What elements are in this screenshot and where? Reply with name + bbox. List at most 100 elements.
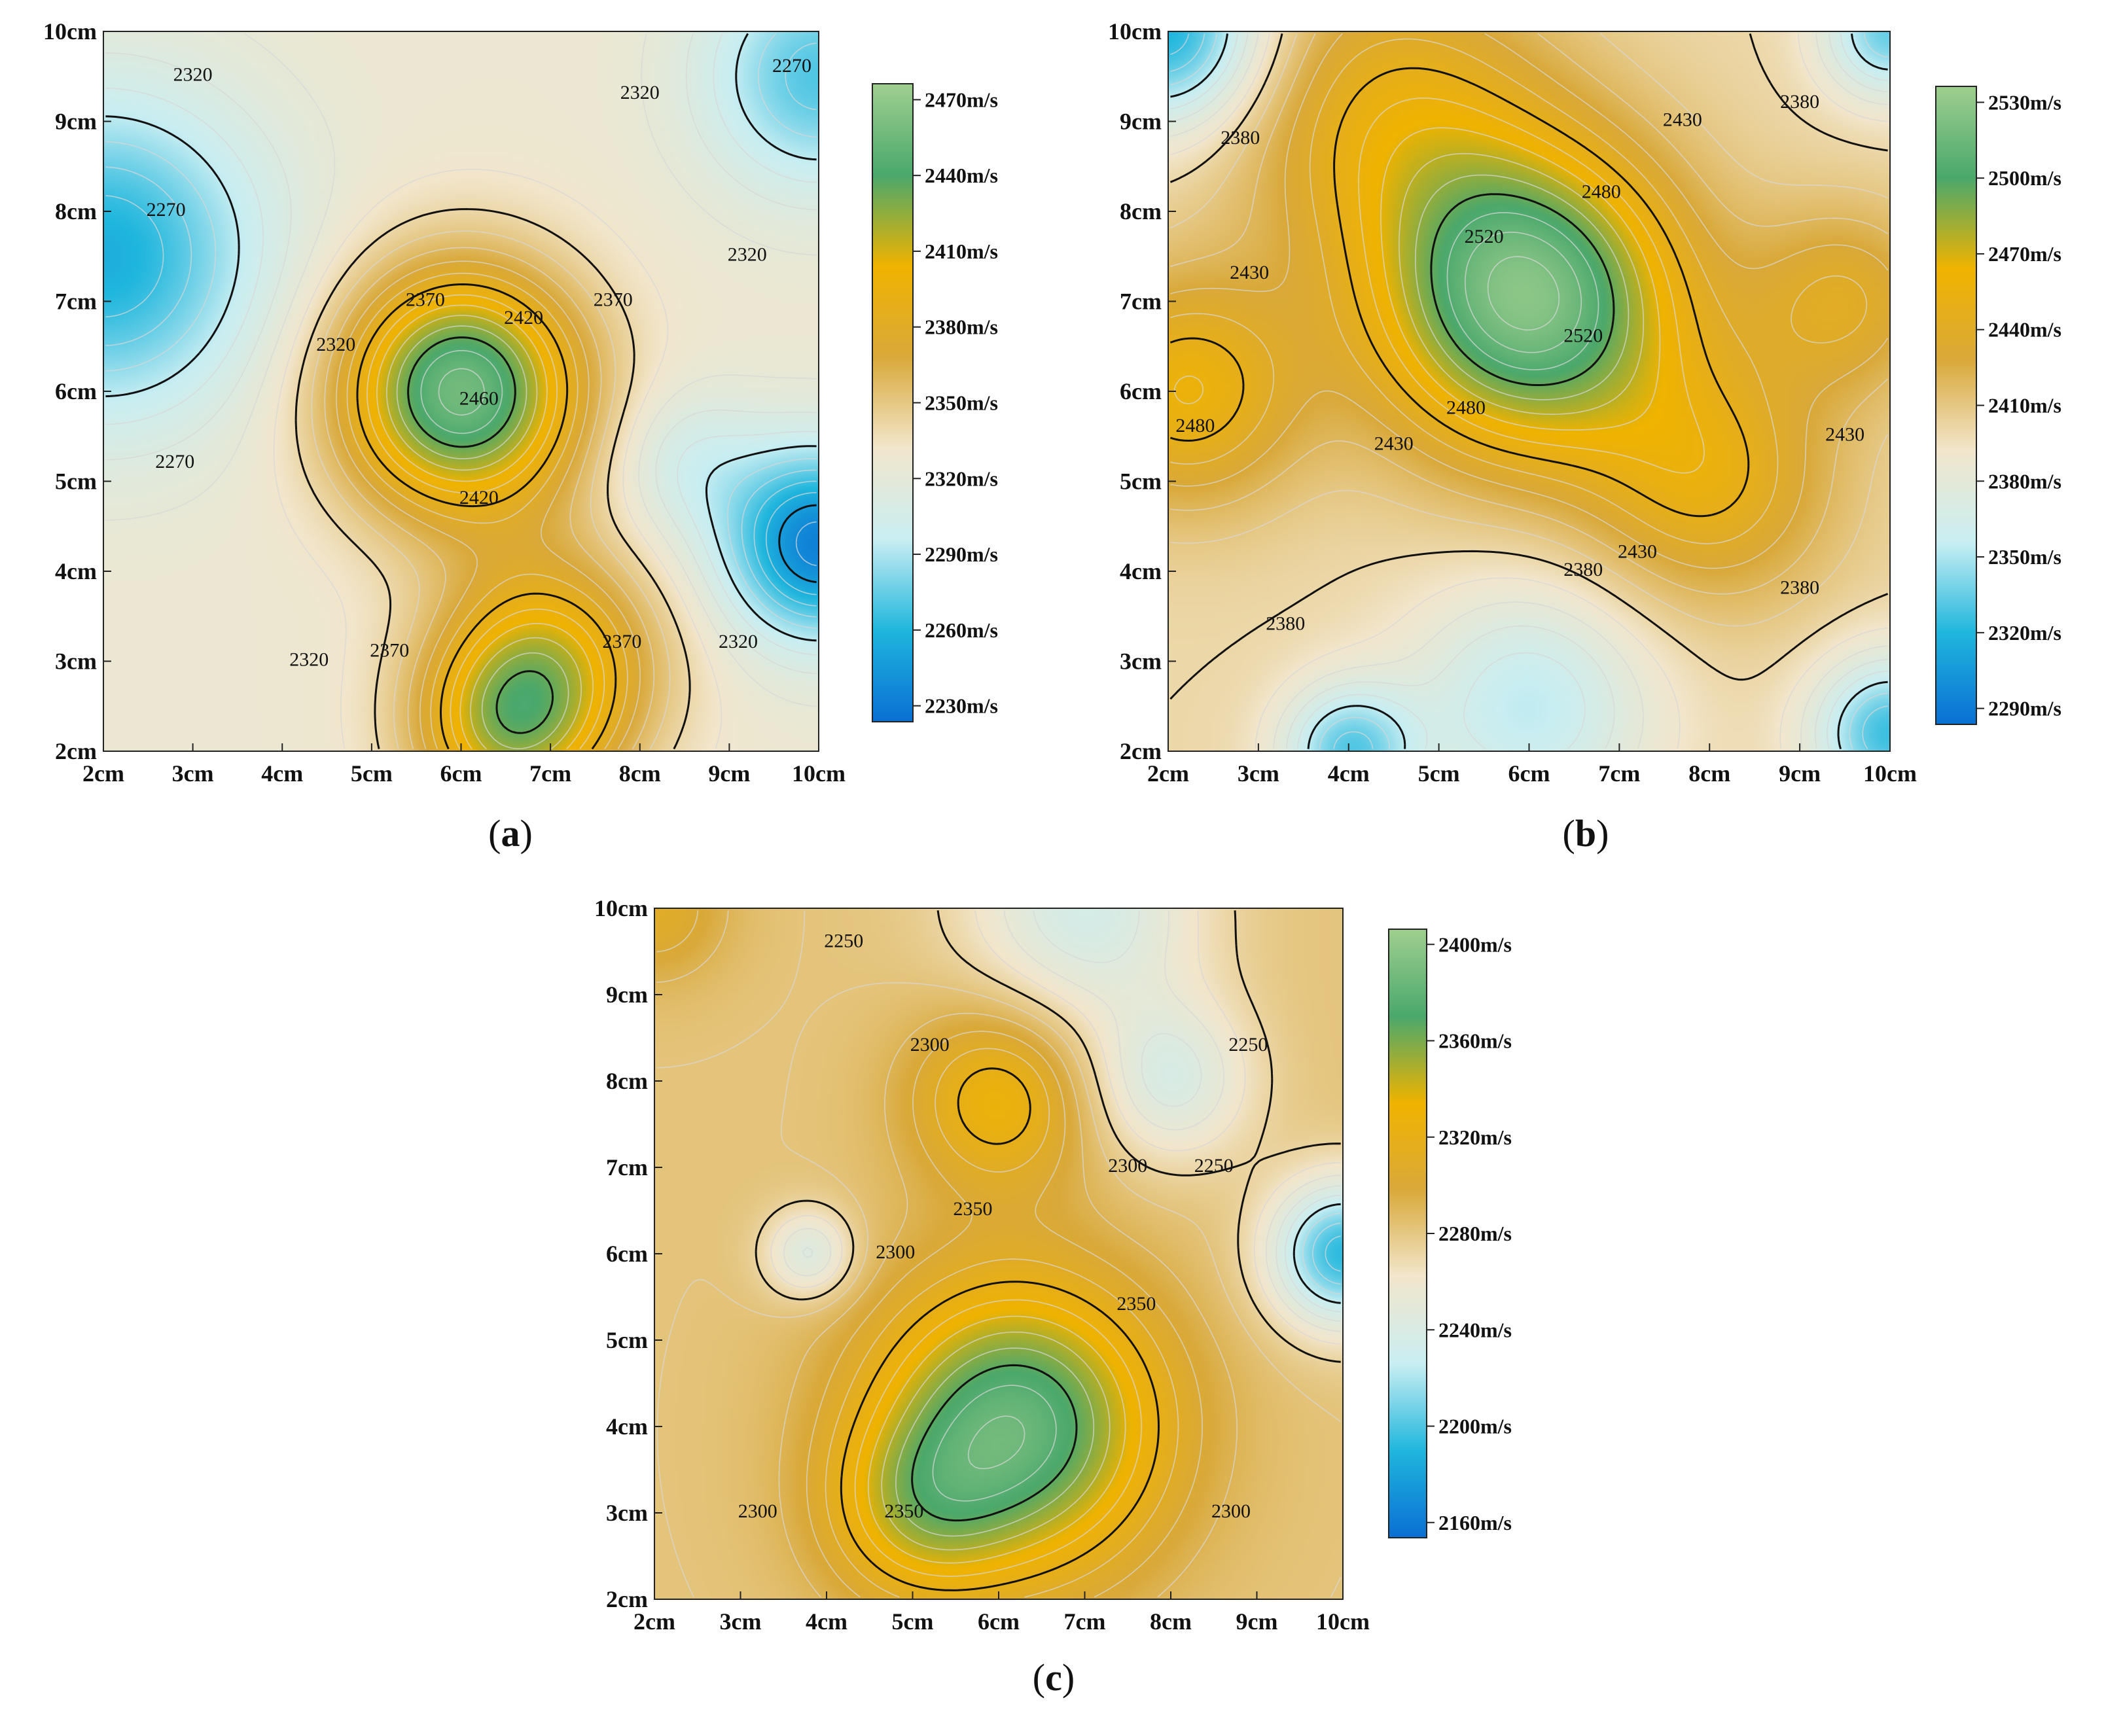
x-tick-label: 5cm: [351, 760, 393, 787]
x-tick-label: 5cm: [892, 1608, 934, 1635]
contour-label: 2430: [1825, 424, 1864, 446]
panel-b: 2380 2430 2480 2430 2380 2480 2520 2520 2480 2430…: [1108, 18, 2061, 855]
y-tick-label: 5cm: [55, 469, 97, 495]
y-tick-label: 2cm: [606, 1586, 648, 1612]
minor-contour: [825, 1048, 1179, 1598]
contour-label: 2370: [406, 289, 445, 310]
contour-label: 2380: [1780, 91, 1819, 113]
colorbar-tick-label: 2380m/s: [1988, 469, 2061, 493]
minor-contour: [324, 247, 655, 749]
x-tick-label: 8cm: [619, 760, 661, 787]
x-tick-label: 6cm: [1508, 760, 1550, 787]
minor-contour: [311, 230, 671, 749]
colorbar-tick-label: 2290m/s: [1988, 697, 2061, 720]
minor-contour: [1170, 38, 1868, 544]
y-tick-label: 10cm: [1108, 18, 1162, 44]
major-contour: [755, 910, 1341, 1363]
heatmap-field: [103, 31, 819, 751]
colorbar-tick-label: 2410m/s: [1988, 394, 2061, 417]
x-tick-label: 4cm: [806, 1608, 847, 1635]
y-tick-label: 5cm: [1120, 469, 1162, 495]
minor-contour: [366, 294, 605, 750]
minor-contour: [881, 1331, 1111, 1551]
minor-contour: [1446, 212, 1599, 370]
y-tick-label: 8cm: [606, 1068, 648, 1094]
x-tick-label: 10cm: [1316, 1608, 1370, 1635]
y-tick-label: 10cm: [43, 18, 97, 44]
y-tick-label: 5cm: [606, 1327, 648, 1353]
y-tick-label: 7cm: [1120, 289, 1162, 315]
colorbar: [1935, 86, 1977, 725]
minor-contour: [105, 33, 817, 707]
x-tick-label: 8cm: [1688, 760, 1730, 787]
minor-contour: [386, 315, 582, 750]
y-tick-label: 4cm: [1120, 558, 1162, 584]
contour-label: 2300: [876, 1241, 915, 1263]
contour-label: 2270: [772, 55, 811, 77]
y-tick-label: 2cm: [55, 738, 97, 764]
colorbar-tick-label: 2350m/s: [925, 391, 998, 415]
colorbar-tick-label: 2320m/s: [1988, 621, 2061, 645]
contour-label: 2380: [1266, 612, 1305, 634]
minor-contour: [1312, 1222, 1341, 1285]
contour-label: 2250: [1228, 1034, 1268, 1055]
contour-label: 2430: [1230, 262, 1269, 283]
contour-label: 2370: [602, 631, 641, 652]
minor-contour: [1325, 1235, 1341, 1272]
x-tick-label: 6cm: [440, 760, 482, 787]
colorbar-tick-label: 2500m/s: [1988, 166, 2061, 190]
minor-contour: [420, 349, 503, 434]
contour-label: 2480: [1582, 181, 1621, 202]
contour-label: 2270: [147, 199, 186, 221]
y-tick-label: 6cm: [1120, 378, 1162, 404]
y-tick-label: 7cm: [55, 289, 97, 315]
contour-label: 2320: [620, 82, 660, 103]
contour-label: 2350: [1116, 1293, 1156, 1315]
y-tick-label: 9cm: [1120, 109, 1162, 135]
minor-contour: [1170, 33, 1889, 627]
contour-label: 2270: [155, 451, 194, 472]
contour-label: 2430: [1618, 540, 1657, 562]
y-tick-label: 4cm: [55, 558, 97, 584]
minor-contour: [1415, 174, 1630, 400]
contour-label: 2480: [1175, 415, 1215, 436]
minor-contour: [770, 910, 1341, 1345]
contour-label: 2320: [289, 648, 329, 670]
colorbar-tick-label: 2400m/s: [1438, 932, 1512, 956]
minor-contour: [1174, 97, 1705, 474]
minor-contour: [273, 169, 722, 749]
colorbar: [1388, 929, 1427, 1538]
minor-contour: [783, 910, 1341, 1332]
minor-contour: [1170, 33, 1888, 750]
major-contour: [1169, 33, 1889, 700]
colorbar-tick-label: 2440m/s: [925, 164, 998, 187]
contour-label: 2380: [1221, 127, 1260, 149]
x-tick-label: 3cm: [1238, 760, 1279, 787]
minor-contour: [1285, 1194, 1341, 1313]
contour-label: 2520: [1563, 325, 1603, 346]
y-tick-label: 3cm: [606, 1500, 648, 1526]
minor-contour: [396, 325, 569, 749]
minor-contour: [1170, 33, 1888, 749]
x-tick-label: 3cm: [720, 1608, 762, 1635]
colorbar-tick-label: 2410m/s: [925, 239, 998, 263]
x-tick-label: 2cm: [1147, 760, 1189, 787]
y-tick-label: 10cm: [594, 895, 648, 921]
colorbar-tick-label: 2350m/s: [1988, 545, 2061, 569]
minor-contour: [1487, 256, 1560, 331]
x-tick-label: 7cm: [529, 760, 571, 787]
contour-lines: [1169, 33, 1889, 750]
contour-label: 2460: [459, 388, 499, 410]
colorbar-tick-label: 2470m/s: [1988, 242, 2061, 266]
major-contour: [294, 208, 691, 750]
contour-label: 2250: [824, 930, 863, 952]
contour-label: 2300: [1108, 1155, 1147, 1177]
x-tick-label: 7cm: [1064, 1608, 1106, 1635]
y-tick-label: 9cm: [606, 982, 648, 1008]
colorbar-tick-label: 2530m/s: [1988, 90, 2061, 114]
contour-label: 2520: [1465, 226, 1504, 247]
x-tick-label: 6cm: [978, 1608, 1020, 1635]
major-contour: [1169, 67, 1750, 518]
contour-label: 2320: [316, 334, 355, 355]
